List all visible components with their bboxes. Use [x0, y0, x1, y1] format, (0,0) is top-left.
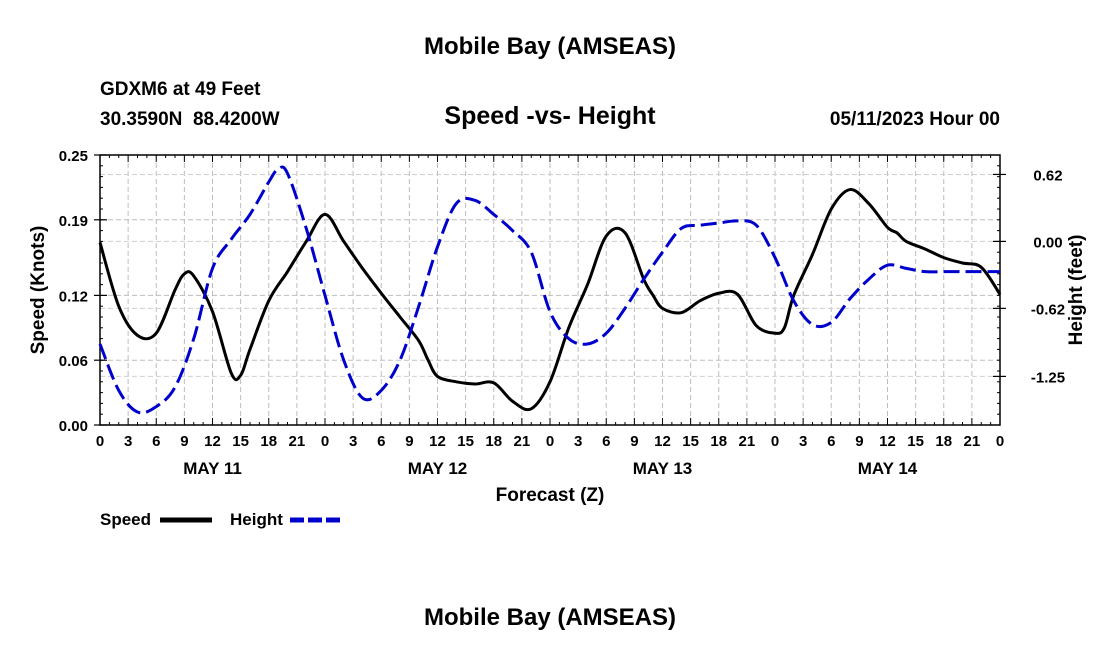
y-axis-right-label: Height (feet) [1066, 235, 1087, 346]
station-name: GDXM6 at 49 Feet [100, 79, 261, 100]
x-tick-label: 15 [457, 433, 474, 450]
x-tick-label: 21 [514, 433, 531, 450]
x-tick-label: 15 [232, 433, 249, 450]
chart-title: Mobile Bay (AMSEAS) [424, 33, 676, 60]
x-tick-label: 6 [602, 433, 610, 450]
y-left-tick-label: 0.12 [59, 288, 88, 305]
x-day-label: MAY 14 [858, 459, 918, 478]
x-tick-label: 21 [964, 433, 981, 450]
x-tick-label: 21 [289, 433, 306, 450]
x-axis-label: Forecast (Z) [496, 485, 605, 506]
x-tick-label: 18 [485, 433, 502, 450]
x-tick-label: 0 [96, 433, 104, 450]
x-tick-label: 3 [574, 433, 582, 450]
x-tick-label: 6 [152, 433, 160, 450]
x-tick-label: 3 [799, 433, 807, 450]
x-tick-label: 9 [405, 433, 413, 450]
legend-speed-label: Speed [100, 510, 151, 529]
y-left-tick-label: 0.00 [59, 418, 88, 435]
x-tick-label: 18 [710, 433, 727, 450]
x-tick-label: 12 [879, 433, 896, 450]
y-axis-left-label: Speed (Knots) [28, 226, 49, 355]
x-tick-label: 6 [827, 433, 835, 450]
x-tick-label: 18 [935, 433, 952, 450]
x-tick-label: 12 [204, 433, 221, 450]
grid-lines [100, 155, 1000, 425]
y-left-tick-label: 0.25 [59, 148, 88, 165]
legend: Speed Height [100, 510, 342, 529]
x-tick-label: 0 [546, 433, 554, 450]
y-left-tick-label: 0.06 [59, 353, 88, 370]
x-tick-label: 9 [180, 433, 188, 450]
x-tick-label: 21 [739, 433, 756, 450]
station-coords: 30.3590N 88.4200W [100, 109, 280, 130]
legend-height-label: Height [230, 510, 283, 529]
footer-title: Mobile Bay (AMSEAS) [424, 604, 676, 631]
x-tick-label: 0 [771, 433, 779, 450]
x-tick-label: 15 [682, 433, 699, 450]
axes: 0 3 6 9 12 15 18 21 0 3 6 9 12 15 18 21 0 3 6 9 12 15 18 21 0 3 6 9… [59, 148, 1065, 478]
y-right-tick-label: 0.62 [1033, 167, 1062, 184]
x-day-label: MAY 13 [633, 459, 693, 478]
x-tick-label: 3 [124, 433, 132, 450]
chart-subtitle: Speed -vs- Height [444, 102, 656, 130]
series-line-speed [98, 188, 1002, 412]
series-line-height [98, 165, 1000, 415]
x-tick-label: 3 [349, 433, 357, 450]
x-tick-label: 12 [654, 433, 671, 450]
y-left-tick-label: 0.19 [59, 213, 88, 230]
x-tick-label: 15 [907, 433, 924, 450]
y-right-tick-label: -1.25 [1031, 369, 1065, 386]
x-tick-label: 18 [260, 433, 277, 450]
series-lines [98, 165, 1002, 415]
x-tick-label: 9 [630, 433, 638, 450]
x-tick-label: 6 [377, 433, 385, 450]
x-tick-label: 9 [855, 433, 863, 450]
x-tick-label: 0 [321, 433, 329, 450]
x-day-label: MAY 12 [408, 459, 468, 478]
y-right-tick-label: -0.62 [1031, 301, 1065, 318]
x-tick-label: 0 [996, 433, 1004, 450]
x-tick-label: 12 [429, 433, 446, 450]
y-right-tick-label: 0.00 [1033, 234, 1062, 251]
run-time: 05/11/2023 Hour 00 [830, 109, 1000, 130]
x-day-label: MAY 11 [183, 459, 242, 478]
